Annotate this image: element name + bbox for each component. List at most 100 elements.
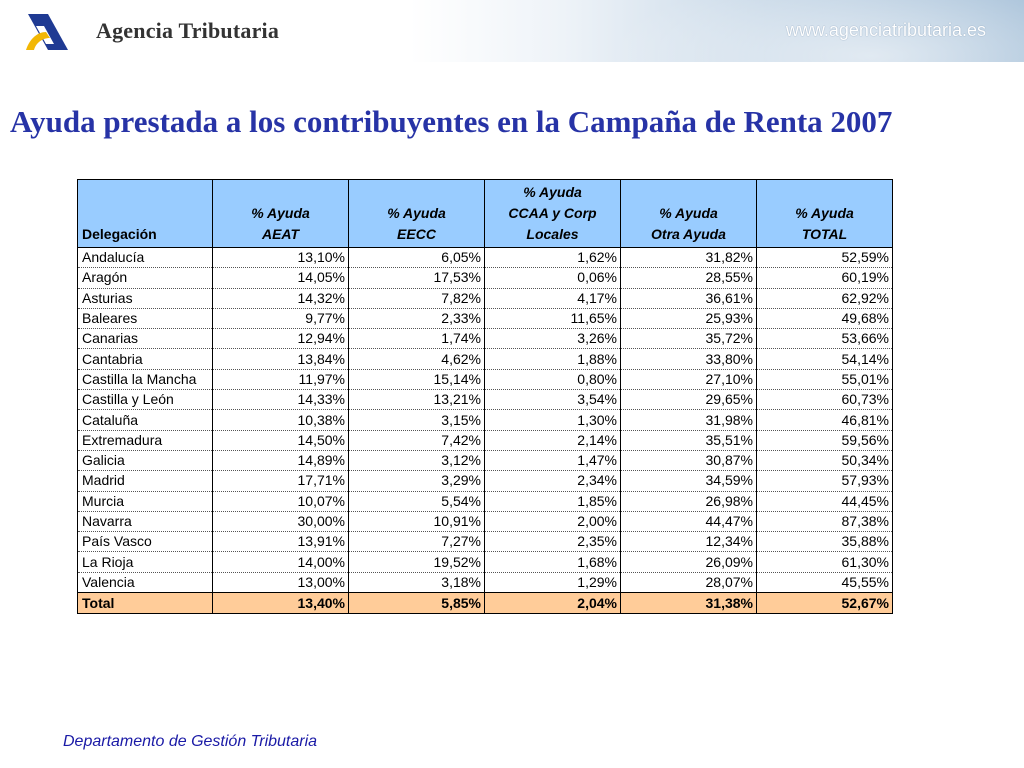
percent-cell: 0,80% [484,369,621,391]
table-row: Galicia 14,89% 3,12% 1,47% 30,87% 50,34% [77,450,893,472]
percent-cell: 5,54% [348,491,485,512]
percent-cell: 14,32% [212,288,349,309]
percent-cell: 60,73% [756,389,893,411]
percent-cell: 7,82% [348,288,485,309]
table-row: Valencia 13,00% 3,18% 1,29% 28,07% 45,55% [77,572,893,594]
percent-cell: 2,34% [484,470,621,492]
percent-cell: 13,00% [212,572,349,594]
percent-cell: 52,67% [756,592,893,615]
delegacion-cell: Murcia [77,491,213,512]
percent-cell: 15,14% [348,369,485,391]
delegacion-cell: Andalucía [77,247,213,269]
table-row: Asturias 14,32% 7,82% 4,17% 36,61% 62,92% [77,288,893,309]
percent-cell: 13,21% [348,389,485,411]
footer-department: Departamento de Gestión Tributaria [63,733,318,750]
percent-cell: 57,93% [756,470,893,492]
percent-cell: 45,55% [756,572,893,594]
percent-cell: 25,93% [620,308,757,330]
percent-cell: 3,54% [484,389,621,411]
header-line: TOTAL [801,226,848,242]
table-row: Aragón 14,05% 17,53% 0,06% 28,55% 60,19% [77,267,893,289]
percent-cell: 30,00% [212,511,349,533]
percent-cell: 60,19% [756,267,893,289]
percent-cell: 52,59% [756,247,893,269]
header-line: Locales [526,226,579,242]
percent-cell: 9,77% [212,308,349,330]
percent-cell: 33,80% [620,348,757,370]
table-row: Castilla la Mancha 11,97% 15,14% 0,80% 27,10… [77,369,893,391]
percent-cell: 49,68% [756,308,893,330]
header-line: CCAA y Corp [508,205,597,221]
delegacion-cell: Cantabria [77,348,213,370]
percent-cell: 14,00% [212,551,349,573]
header-ayuda-eecc: % Ayuda EECC [348,179,485,248]
percent-cell: 2,14% [484,430,621,451]
percent-cell: 3,12% [348,450,485,472]
header-delegacion: Delegación [77,179,213,248]
percent-cell: 6,05% [348,247,485,269]
percent-cell: 59,56% [756,430,893,451]
percent-cell: 55,01% [756,369,893,391]
percent-cell: 35,88% [756,531,893,553]
percent-cell: 2,33% [348,308,485,330]
percent-cell: 14,50% [212,430,349,451]
percent-cell: 50,34% [756,450,893,472]
table-row: Navarra 30,00% 10,91% 2,00% 44,47% 87,38% [77,511,893,533]
percent-cell: 2,04% [484,592,621,615]
table-header-row: Delegación % Ayuda AEAT % Ayuda EECC % Ayuda C… [77,179,893,248]
percent-cell: 14,33% [212,389,349,411]
header-ayuda-otra: % Ayuda Otra Ayuda [620,179,757,248]
delegacion-cell: Baleares [77,308,213,330]
percent-cell: 7,27% [348,531,485,553]
header-ayuda-ccaa: % Ayuda CCAA y Corp Locales [484,179,621,248]
header-line: % Ayuda [659,205,718,221]
percent-cell: 31,98% [620,409,757,431]
header-line: EECC [397,226,436,242]
help-percentages-table: Delegación % Ayuda AEAT % Ayuda EECC % Ayuda C… [77,179,893,615]
percent-cell: 14,05% [212,267,349,289]
brand-name: Agencia Tributaria [96,18,280,43]
table-row: Baleares 9,77% 2,33% 11,65% 25,93% 49,68% [77,308,893,330]
table-row: Cantabria 13,84% 4,62% 1,88% 33,80% 54,14% [77,348,893,370]
percent-cell: 0,06% [484,267,621,289]
percent-cell: 13,84% [212,348,349,370]
delegacion-cell: Cataluña [77,409,213,431]
percent-cell: 17,71% [212,470,349,492]
percent-cell: 61,30% [756,551,893,573]
percent-cell: 34,59% [620,470,757,492]
table-row: Cataluña 10,38% 3,15% 1,30% 31,98% 46,81% [77,409,893,431]
percent-cell: 17,53% [348,267,485,289]
delegacion-cell: Navarra [77,511,213,533]
percent-cell: 1,47% [484,450,621,472]
percent-cell: 31,38% [620,592,757,615]
percent-cell: 3,26% [484,328,621,350]
percent-cell: 11,97% [212,369,349,391]
percent-cell: 19,52% [348,551,485,573]
percent-cell: 26,09% [620,551,757,573]
website-url[interactable]: www.agenciatributaria.es [785,20,986,40]
percent-cell: 3,18% [348,572,485,594]
delegacion-cell: Valencia [77,572,213,594]
percent-cell: 12,34% [620,531,757,553]
header-line: % Ayuda [387,205,446,221]
percent-cell: 29,65% [620,389,757,411]
header-line: Otra Ayuda [651,226,726,242]
agencia-tributaria-logo-icon [26,14,68,50]
percent-cell: 30,87% [620,450,757,472]
delegacion-cell: Total [77,592,213,615]
percent-cell: 54,14% [756,348,893,370]
delegacion-cell: Castilla la Mancha [77,369,213,391]
delegacion-cell: País Vasco [77,531,213,553]
percent-cell: 1,30% [484,409,621,431]
header-line: AEAT [261,226,300,242]
table-row: Castilla y León 14,33% 13,21% 3,54% 29,65% 60… [77,389,893,411]
percent-cell: 3,15% [348,409,485,431]
table-row: Extremadura 14,50% 7,42% 2,14% 35,51% 59,56% [77,430,893,451]
percent-cell: 4,17% [484,288,621,309]
percent-cell: 7,42% [348,430,485,451]
percent-cell: 26,98% [620,491,757,512]
percent-cell: 5,85% [348,592,485,615]
percent-cell: 2,00% [484,511,621,533]
header-ayuda-total: % Ayuda TOTAL [756,179,893,248]
page-title: Ayuda prestada a los contribuyentes en l… [10,104,893,139]
